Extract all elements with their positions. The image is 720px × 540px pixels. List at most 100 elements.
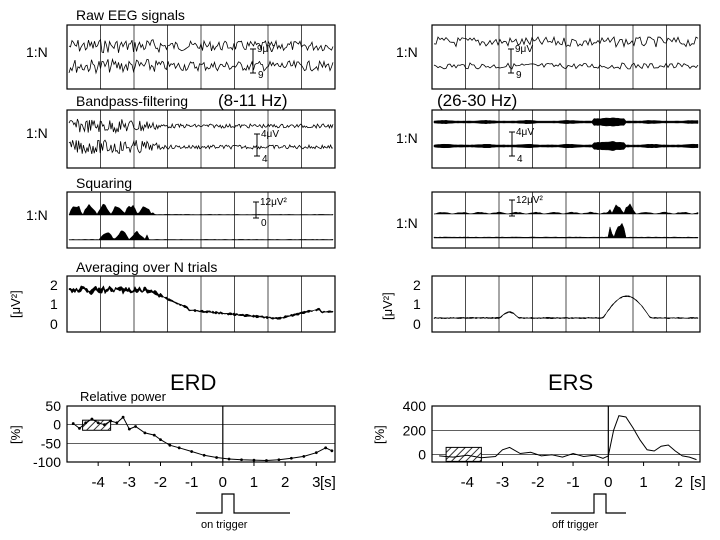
band-label-right: (26-30 Hz) <box>437 91 517 110</box>
x-tick-label: 1 <box>639 474 647 491</box>
x-tick-label: -3 <box>123 474 136 491</box>
data-point <box>159 438 162 441</box>
data-point <box>121 415 125 419</box>
y-tick-label: -100 <box>33 454 61 470</box>
ers-xunit: [s] <box>690 474 706 491</box>
data-point <box>265 459 268 462</box>
svg-text:12μV²: 12μV² <box>260 197 288 208</box>
avg-tick-right-1: 1 <box>413 296 421 312</box>
band-label-left: (8-11 Hz) <box>218 91 288 110</box>
raw-scale-bar-right: 9μV 9 <box>508 44 533 81</box>
x-tick-label: -4 <box>91 474 104 491</box>
svg-text:4μV: 4μV <box>261 129 279 140</box>
data-point <box>277 458 281 462</box>
raw-scale-bar-left: 9μV 9 <box>250 44 275 81</box>
ers-title: ERS <box>548 370 593 395</box>
svg-text:9μV: 9μV <box>257 44 275 55</box>
on-trigger-pulse: on trigger <box>196 493 290 531</box>
y-tick-label: 0 <box>418 447 426 463</box>
data-point <box>177 446 181 450</box>
data-point <box>143 431 147 435</box>
off-trigger-pulse: off trigger <box>551 493 626 531</box>
erd-series <box>71 415 334 462</box>
svg-text:9: 9 <box>258 70 264 81</box>
squaring-scale-bar-right: 12μV² <box>509 195 544 217</box>
data-point <box>202 453 206 457</box>
data-point <box>127 427 131 431</box>
avg-tick-right-0: 0 <box>413 316 421 332</box>
data-point <box>71 422 75 425</box>
row-label-bp-right: 1:N <box>396 130 418 146</box>
x-tick-label: -4 <box>461 474 474 491</box>
x-tick-label: -1 <box>566 474 579 491</box>
bandpass-scale-bar-right: 4μV 4 <box>509 127 534 165</box>
data-point <box>314 451 318 455</box>
svg-text:9: 9 <box>516 70 522 81</box>
x-tick-label: 0 <box>604 474 612 491</box>
squaring-title: Squaring <box>76 175 132 191</box>
ers-axes: 400 200 0 -4 -3 -2 -1 0 1 2 <box>403 398 700 491</box>
avg-tick-right-2: 2 <box>413 277 421 293</box>
avg-tick-left-0: 0 <box>50 316 58 332</box>
erd-title: ERD <box>170 370 216 395</box>
raw-eeg-trace-left-2 <box>68 57 334 75</box>
avg-ylabel-right: [μV²] <box>380 292 395 320</box>
y-tick-label: 400 <box>403 398 427 414</box>
svg-text:0: 0 <box>261 218 267 229</box>
data-point <box>302 455 306 458</box>
row-label-bp-left: 1:N <box>26 125 48 141</box>
ers-series <box>439 415 697 461</box>
bandpass-trace-left-1 <box>68 118 334 134</box>
svg-text:4μV: 4μV <box>516 127 534 138</box>
x-tick-label: 1 <box>250 474 258 491</box>
bandpass-trace-left-2 <box>68 139 334 154</box>
x-tick-label: 0 <box>219 474 227 491</box>
x-tick-label: -2 <box>154 474 167 491</box>
row-label-sq-left: 1:N <box>26 207 48 223</box>
erd-xunit: [s] <box>320 474 336 491</box>
data-point <box>134 425 137 428</box>
data-point <box>96 421 100 425</box>
avg-tick-left-1: 1 <box>50 296 58 312</box>
svg-text:12μV²: 12μV² <box>516 195 544 206</box>
averaging-title: Averaging over N trials <box>76 259 217 275</box>
squared-trace-right-1 <box>433 203 699 215</box>
svg-text:9μV: 9μV <box>515 44 533 55</box>
data-point <box>168 443 172 447</box>
row-label-sq-right: 1:N <box>396 215 418 231</box>
svg-text:4: 4 <box>517 154 523 165</box>
x-tick-label: -3 <box>496 474 509 491</box>
row-label-raw-right: 1:N <box>396 44 418 60</box>
ers-reference-interval <box>445 446 482 462</box>
series-line <box>439 415 697 461</box>
y-tick-label: 200 <box>403 422 427 438</box>
data-point <box>109 419 113 423</box>
x-tick-label: 3 <box>312 474 320 491</box>
x-tick-label: -1 <box>185 474 198 491</box>
x-tick-label: -2 <box>531 474 544 491</box>
raw-eeg-trace-left-1 <box>68 38 334 54</box>
data-point <box>289 456 293 460</box>
bandpass-envelope-right-2 <box>433 141 699 151</box>
on-trigger-label: on trigger <box>201 519 248 531</box>
data-point <box>215 456 218 459</box>
data-point <box>90 417 94 421</box>
bandpass-envelope-right-1 <box>433 117 699 127</box>
y-tick-label: 0 <box>53 417 61 433</box>
bandpass-scale-bar-left: 4μV 4 <box>254 129 279 165</box>
avg-ylabel-left: [μV²] <box>8 290 23 318</box>
ers-ylabel: [%] <box>372 425 387 444</box>
row-label-raw-left: 1:N <box>26 44 48 60</box>
data-point <box>330 449 334 453</box>
y-tick-label: 50 <box>45 398 61 414</box>
off-trigger-label: off trigger <box>552 519 599 531</box>
erd-axes: 50 0 -50 -100 -4 -3 -2 -1 0 1 2 3 <box>33 398 335 491</box>
bandpass-title: Bandpass-filtering <box>76 93 188 109</box>
data-point <box>252 458 256 462</box>
data-point <box>227 457 231 461</box>
averaged-power-left <box>68 285 334 320</box>
squared-trace-left-1 <box>68 203 334 216</box>
squaring-scale-bar-left: 12μV² 0 <box>253 197 288 229</box>
svg-text:4: 4 <box>262 154 268 165</box>
raw-eeg-trace-right-2 <box>433 62 699 70</box>
